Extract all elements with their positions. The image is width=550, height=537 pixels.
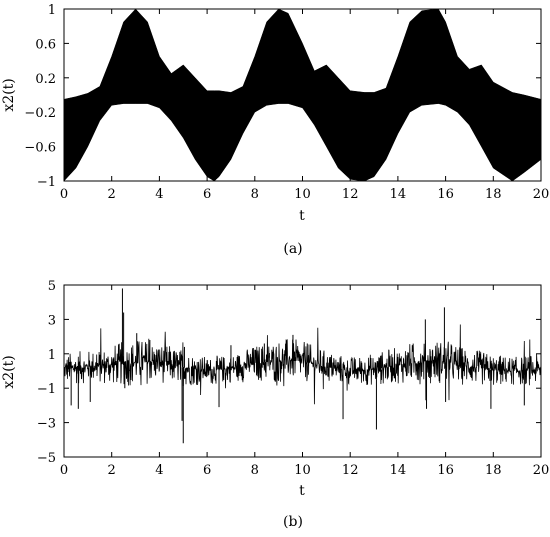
y-tick-label-a-3: −0.2 — [24, 106, 56, 121]
x-tick-label-a-10: 20 — [533, 187, 550, 202]
x-tick-label-a-5: 10 — [294, 187, 311, 202]
x-tick-label-b-0: 0 — [60, 463, 68, 478]
x-tick-label-b-9: 18 — [485, 463, 502, 478]
x-tick-label-b-8: 16 — [437, 463, 454, 478]
x-axis-ticks-b: 0 2 4 6 8 10 12 14 16 18 20 — [60, 285, 549, 478]
signal-b — [63, 288, 542, 444]
y-axis-ticks-b: 5 3 1 −1 −3 −5 — [37, 279, 541, 466]
x-tick-label-b-5: 10 — [294, 463, 311, 478]
x-axis-label-a: t — [299, 208, 305, 224]
x-tick-label-a-8: 16 — [437, 187, 454, 202]
y-axis-ticks-a: 1 0.6 0.2 −0.2 −0.6 −1 — [24, 3, 541, 190]
x-tick-label-a-7: 14 — [390, 187, 407, 202]
signal-trace-b — [63, 324, 542, 405]
x-tick-label-a-3: 6 — [203, 187, 211, 202]
chart-panel-b: 0 2 4 6 8 10 12 14 16 18 20 5 3 1 −1 −3 −5 t x2(t) (b) — [1, 279, 549, 530]
y-axis-label-b: x2(t) — [1, 355, 17, 388]
x-tick-label-b-3: 6 — [203, 463, 211, 478]
y-tick-label-b-3: −1 — [37, 382, 56, 397]
x-tick-label-b-1: 2 — [108, 463, 116, 478]
x-tick-label-a-6: 12 — [342, 187, 359, 202]
y-tick-label-a-5: −1 — [37, 175, 56, 190]
chart-panel-a: 0 2 4 6 8 10 12 14 16 18 20 1 0.6 0.2 −0.2 −0.6 −1 t x2… — [1, 3, 549, 257]
signal-a — [63, 8, 542, 182]
y-axis-label-a: x2(t) — [1, 78, 17, 111]
x-tick-label-a-9: 18 — [485, 187, 502, 202]
x-tick-label-a-0: 0 — [60, 187, 68, 202]
x-tick-label-b-2: 4 — [155, 463, 163, 478]
y-tick-label-a-2: 0.2 — [35, 72, 56, 87]
x-tick-label-a-4: 8 — [251, 187, 259, 202]
x-axis-ticks-a: 0 2 4 6 8 10 12 14 16 18 20 — [60, 9, 549, 202]
x-axis-label-b: t — [299, 483, 305, 499]
y-tick-label-b-0: 5 — [48, 279, 56, 294]
caption-b: (b) — [283, 514, 303, 530]
x-tick-label-b-10: 20 — [533, 463, 550, 478]
x-tick-label-b-4: 8 — [251, 463, 259, 478]
y-tick-label-a-4: −0.6 — [24, 141, 56, 156]
y-tick-label-a-0: 1 — [48, 3, 56, 18]
y-tick-label-b-2: 1 — [48, 348, 56, 363]
y-tick-label-b-5: −5 — [37, 451, 56, 466]
x-tick-label-b-7: 14 — [390, 463, 407, 478]
x-tick-label-a-1: 2 — [108, 187, 116, 202]
y-tick-label-b-1: 3 — [48, 313, 56, 328]
x-tick-label-a-2: 4 — [155, 187, 163, 202]
y-tick-label-b-4: −3 — [37, 417, 56, 432]
signal-envelope-a — [63, 8, 542, 182]
caption-a: (a) — [283, 241, 302, 257]
y-tick-label-a-1: 0.6 — [35, 37, 56, 52]
x-tick-label-b-6: 12 — [342, 463, 359, 478]
